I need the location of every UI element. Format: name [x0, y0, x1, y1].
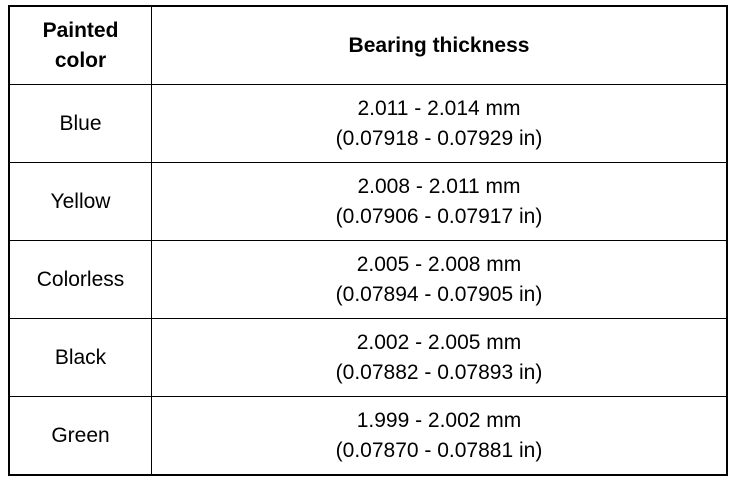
- header-row: Painted color Bearing thickness: [8, 5, 728, 85]
- table-row: Blue 2.011 - 2.014 mm (0.07918 - 0.07929 i…: [8, 84, 728, 163]
- header-text: Painted color: [42, 18, 119, 72]
- thickness-line: 1.999 - 2.002 mm: [356, 408, 522, 432]
- thickness-line: (0.07870 - 0.07881 in): [335, 438, 543, 462]
- header-cell: Painted color: [8, 5, 152, 85]
- table-row: Green 1.999 - 2.002 mm (0.07870 - 0.07881 …: [8, 396, 728, 476]
- table-row: Yellow 2.008 - 2.011 mm (0.07906 - 0.07917…: [8, 162, 728, 241]
- table-row: Colorless 2.005 - 2.008 mm (0.07894 - 0.07…: [8, 240, 728, 319]
- table-body: Blue 2.011 - 2.014 mm (0.07918 - 0.07929 i…: [8, 84, 728, 476]
- color-cell: Colorless: [8, 240, 152, 319]
- table-row: Black 2.002 - 2.005 mm (0.07882 - 0.07893 …: [8, 318, 728, 397]
- thickness-line: (0.07882 - 0.07893 in): [335, 360, 543, 384]
- thickness-line: 2.008 - 2.011 mm: [357, 174, 521, 198]
- spec-table: Painted color Bearing thickness Blue 2.01…: [8, 5, 728, 476]
- thickness-line: 2.002 - 2.005 mm: [356, 330, 522, 354]
- thickness-cell: 1.999 - 2.002 mm (0.07870 - 0.07881 in): [151, 396, 728, 476]
- thickness-cell: 2.008 - 2.011 mm (0.07906 - 0.07917 in): [151, 162, 728, 241]
- header-cell: Bearing thickness: [151, 5, 728, 85]
- color-cell: Blue: [8, 84, 152, 163]
- color-cell: Green: [8, 396, 152, 476]
- thickness-line: (0.07906 - 0.07917 in): [335, 204, 543, 228]
- color-cell: Yellow: [8, 162, 152, 241]
- thickness-line: (0.07894 - 0.07905 in): [335, 282, 543, 306]
- thickness-cell: 2.011 - 2.014 mm (0.07918 - 0.07929 in): [151, 84, 728, 163]
- thickness-line: (0.07918 - 0.07929 in): [335, 126, 543, 150]
- thickness-cell: 2.002 - 2.005 mm (0.07882 - 0.07893 in): [151, 318, 728, 397]
- color-cell: Black: [8, 318, 152, 397]
- thickness-line: 2.011 - 2.014 mm: [357, 96, 521, 120]
- thickness-cell: 2.005 - 2.008 mm (0.07894 - 0.07905 in): [151, 240, 728, 319]
- thickness-line: 2.005 - 2.008 mm: [356, 252, 522, 276]
